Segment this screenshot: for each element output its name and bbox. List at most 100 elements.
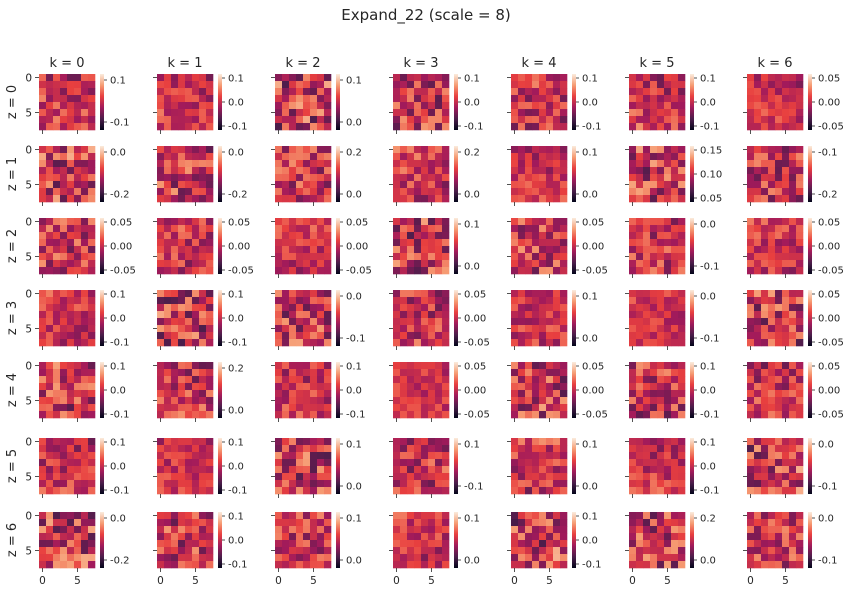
heatmap-cell xyxy=(275,390,283,398)
heatmap-cell xyxy=(275,88,283,96)
heatmap-cell xyxy=(74,445,82,453)
heatmap-cell xyxy=(39,81,47,89)
row-title: z = 5 xyxy=(5,449,20,483)
heatmap-cell xyxy=(81,332,89,340)
heatmap-cell xyxy=(53,466,61,474)
heatmap-cell xyxy=(636,459,644,467)
heatmap-panel: 0.10.0-0.1 xyxy=(625,362,720,422)
heatmap-cell xyxy=(88,540,96,548)
heatmap-cell xyxy=(46,109,54,117)
heatmap-cell xyxy=(678,404,686,412)
heatmap-cell xyxy=(761,404,769,412)
heatmap-cell xyxy=(747,267,755,275)
heatmap-cell xyxy=(553,297,561,305)
heatmap-cell xyxy=(775,376,783,384)
heatmap-cell xyxy=(206,153,214,161)
heatmap-cell xyxy=(400,369,408,377)
heatmap-cell xyxy=(407,146,415,154)
heatmap-cell xyxy=(310,81,318,89)
heatmap-cell xyxy=(88,225,96,233)
heatmap-cell xyxy=(310,512,318,520)
heatmap-cell xyxy=(81,218,89,226)
heatmap-cell xyxy=(421,218,429,226)
colorbar-tick-label: -0.1 xyxy=(228,486,248,497)
heatmap-cell xyxy=(185,339,193,347)
colorbar xyxy=(100,290,104,346)
heatmap-cell xyxy=(178,290,186,298)
heatmap-cell xyxy=(81,397,89,405)
heatmap-cell xyxy=(678,304,686,312)
heatmap-cell xyxy=(782,561,790,569)
heatmap-cell xyxy=(782,74,790,82)
heatmap-cell xyxy=(525,225,533,233)
heatmap-cell xyxy=(539,267,547,275)
heatmap-cell xyxy=(539,160,547,168)
heatmap-cell xyxy=(546,369,554,377)
heatmap-panel: 0.10.0-0.1 xyxy=(625,74,720,134)
row-title: z = 4 xyxy=(5,373,20,407)
heatmap-cell xyxy=(678,533,686,541)
heatmap-cell xyxy=(796,339,804,347)
heatmap-cell xyxy=(407,362,415,370)
heatmap-cell xyxy=(643,445,651,453)
heatmap-cell xyxy=(629,339,637,347)
heatmap-cell xyxy=(643,466,651,474)
heatmap-cell xyxy=(775,81,783,89)
heatmap-cell xyxy=(393,561,401,569)
heatmap-cell xyxy=(282,533,290,541)
heatmap-cell xyxy=(747,195,755,203)
heatmap-cell xyxy=(643,232,651,240)
heatmap-cell xyxy=(636,318,644,326)
heatmap-cell xyxy=(775,146,783,154)
heatmap-cell xyxy=(275,253,283,261)
heatmap-cell xyxy=(289,195,297,203)
heatmap-cell xyxy=(275,160,283,168)
heatmap-cell xyxy=(185,88,193,96)
heatmap-cell xyxy=(442,239,450,247)
heatmap-cell xyxy=(796,547,804,555)
heatmap-cell xyxy=(747,116,755,124)
heatmap-cell xyxy=(407,438,415,446)
heatmap-cell xyxy=(629,116,637,124)
heatmap-cell xyxy=(754,480,762,488)
heatmap-cell xyxy=(317,397,325,405)
heatmap-cell xyxy=(539,397,547,405)
heatmap-cell xyxy=(289,109,297,117)
heatmap-cell xyxy=(539,188,547,196)
heatmap-cell xyxy=(39,181,47,189)
heatmap-cell xyxy=(275,188,283,196)
heatmap-cell xyxy=(754,253,762,261)
heatmap-cell xyxy=(532,339,540,347)
heatmap-cell xyxy=(53,554,61,562)
heatmap-cell xyxy=(414,369,422,377)
heatmap-cell xyxy=(678,74,686,82)
heatmap-cell xyxy=(747,167,755,175)
heatmap-cell xyxy=(629,109,637,117)
colorbar-tick-label: 0.05 xyxy=(582,218,604,229)
heatmap-cell xyxy=(560,81,568,89)
heatmap-cell xyxy=(775,362,783,370)
heatmap-cell xyxy=(282,74,290,82)
heatmap-cell xyxy=(275,146,283,154)
heatmap-panel: 0.10.0-0.1 xyxy=(271,362,366,422)
heatmap-cell xyxy=(74,452,82,460)
heatmap-cell xyxy=(282,225,290,233)
colorbar-tick-label: 0.1 xyxy=(582,148,598,159)
heatmap-cell xyxy=(282,246,290,254)
heatmap-cell xyxy=(650,438,658,446)
heatmap-cell xyxy=(775,473,783,481)
colorbar-tick-label: 0.1 xyxy=(346,76,362,87)
heatmap-cell xyxy=(74,466,82,474)
heatmap-cell xyxy=(317,304,325,312)
heatmap-cell xyxy=(206,146,214,154)
heatmap-cell xyxy=(671,290,679,298)
heatmap-cell xyxy=(553,311,561,319)
heatmap-cell xyxy=(289,290,297,298)
heatmap-cell xyxy=(60,290,68,298)
heatmap-cell xyxy=(393,218,401,226)
heatmap-cell xyxy=(171,253,179,261)
heatmap-cell xyxy=(275,459,283,467)
heatmap-cell xyxy=(789,339,797,347)
heatmap-cell xyxy=(317,225,325,233)
heatmap-cell xyxy=(553,232,561,240)
